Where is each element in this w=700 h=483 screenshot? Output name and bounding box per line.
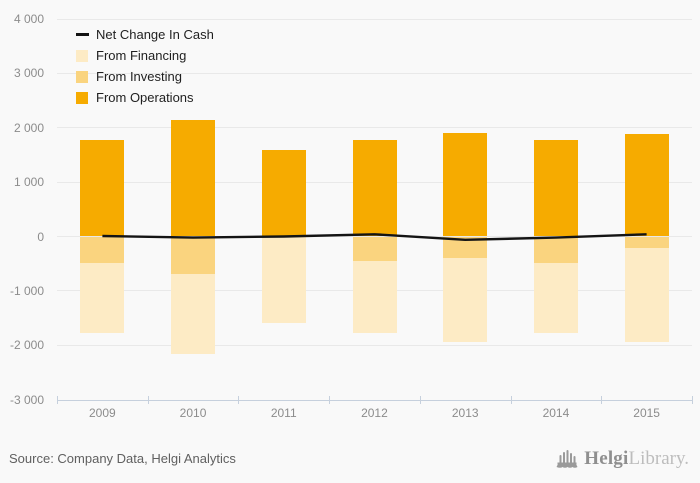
y-axis-tick-label: 0: [37, 229, 44, 244]
legend-label: Net Change In Cash: [96, 27, 214, 42]
bar-from-financing-2013: [443, 258, 488, 342]
y-axis-tick-label: -3 000: [9, 392, 44, 407]
bar-from-financing-2012: [352, 261, 397, 334]
square-swatch-icon: [76, 49, 88, 62]
x-axis-category-label: 2014: [542, 406, 570, 420]
line-swatch-icon: [76, 33, 89, 36]
bar-from-investing-2010: [171, 236, 216, 274]
x-axis-category-label: 2009: [88, 406, 116, 420]
helgi-library-logo[interactable]: Helgi Library.: [555, 447, 689, 471]
bar-from-financing-2011: [261, 236, 306, 323]
square-swatch-icon: [76, 91, 88, 104]
legend-label: From Operations: [96, 90, 194, 105]
bar-from-investing-2015: [624, 236, 669, 248]
y-axis-tick-label: -1 000: [9, 283, 44, 298]
y-axis-tick-label: 4 000: [13, 12, 44, 27]
x-axis-tick: [147, 395, 149, 404]
bar-from-operations-2013: [443, 132, 488, 237]
legend-item-from-operations[interactable]: From Operations: [76, 87, 214, 108]
bar-from-operations-2010: [171, 120, 216, 237]
helgi-building-icon: [556, 450, 578, 468]
x-axis-line: [57, 399, 692, 401]
chart-legend: Net Change In Cash From Financing From I…: [76, 24, 214, 108]
legend-item-net-change-in-cash[interactable]: Net Change In Cash: [76, 24, 214, 45]
x-axis-tick: [329, 395, 331, 404]
x-axis-category-label: 2012: [361, 406, 388, 420]
bar-from-financing-2010: [171, 273, 216, 354]
logo-text-bold: Helgi: [584, 448, 629, 469]
x-axis-tick: [692, 395, 693, 404]
bar-from-operations-2009: [80, 139, 125, 237]
x-axis-tick: [238, 395, 240, 404]
y-axis-tick-label: -2 000: [9, 338, 44, 353]
bar-from-investing-2012: [352, 236, 397, 261]
legend-item-from-investing[interactable]: From Investing: [76, 66, 214, 87]
bar-from-operations-2011: [261, 150, 306, 237]
bar-from-investing-2013: [443, 236, 488, 259]
gridline: [57, 344, 692, 346]
bar-from-financing-2009: [80, 263, 125, 334]
bar-from-operations-2015: [624, 133, 669, 237]
x-axis-tick: [601, 395, 603, 404]
x-axis-tick: [510, 395, 512, 404]
legend-item-from-financing[interactable]: From Financing: [76, 45, 214, 66]
y-axis-tick-label: 1 000: [13, 175, 44, 190]
source-attribution: Source: Company Data, Helgi Analytics: [9, 451, 236, 466]
y-axis-tick-label: 2 000: [13, 120, 44, 135]
legend-label: From Financing: [96, 48, 187, 63]
gridline: [57, 72, 692, 74]
bar-from-financing-2015: [624, 247, 669, 343]
square-swatch-icon: [76, 70, 88, 83]
x-axis-category-label: 2013: [451, 406, 479, 420]
gridline: [57, 18, 692, 20]
bar-from-investing-2009: [80, 236, 125, 264]
y-axis-tick-label: 3 000: [13, 66, 44, 81]
x-axis-category-label: 2015: [633, 406, 660, 420]
bar-from-financing-2014: [533, 263, 578, 334]
logo-text-light: Library.: [628, 448, 690, 469]
bar-from-investing-2014: [533, 236, 578, 264]
x-axis-tick: [419, 395, 421, 404]
x-axis-tick: [57, 395, 58, 404]
bar-from-operations-2014: [533, 139, 578, 237]
bar-from-operations-2012: [352, 139, 397, 237]
gridline: [57, 127, 692, 129]
legend-label: From Investing: [96, 69, 182, 84]
x-axis-category-label: 2011: [270, 406, 297, 420]
x-axis-category-label: 2010: [179, 406, 207, 420]
